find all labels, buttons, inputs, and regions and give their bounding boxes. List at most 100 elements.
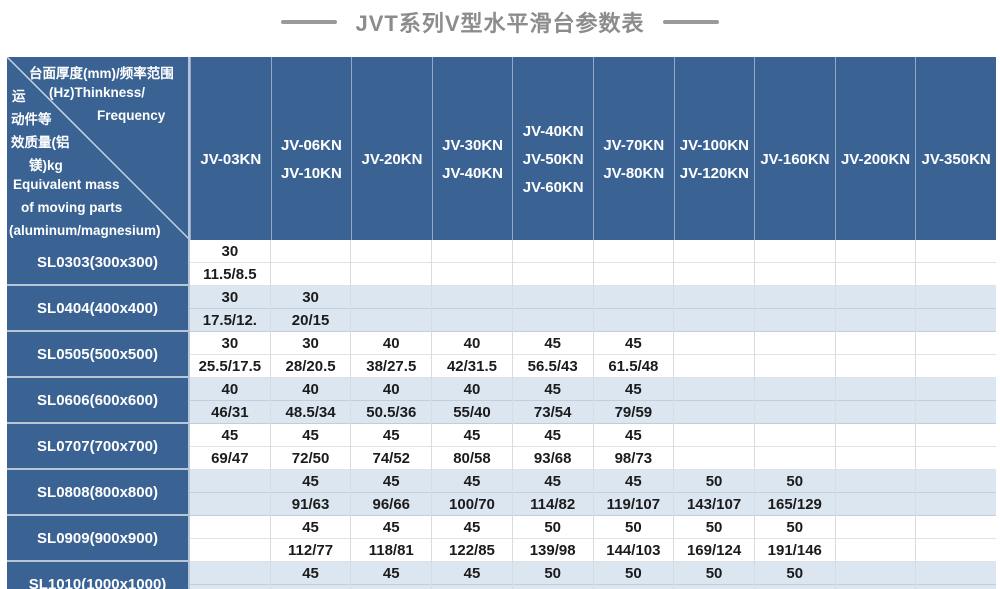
- data-cell: 45 112/77: [270, 516, 352, 562]
- data-cell: 45 98/73: [593, 424, 675, 470]
- column-label: JV-10KN: [280, 164, 342, 182]
- thickness-value: [674, 378, 754, 401]
- table-row: SL0303(300x300) 30 11.5/8.5: [7, 240, 997, 286]
- data-cell: 45 122/85: [432, 516, 513, 562]
- data-cell: [916, 332, 997, 378]
- data-cell: [593, 240, 675, 286]
- column-label: JV-80KN: [603, 164, 665, 182]
- data-cell: [916, 378, 997, 424]
- thickness-value: 50: [674, 516, 754, 539]
- frequency-value: 73/54: [512, 401, 593, 424]
- data-cell: [190, 470, 271, 516]
- column-label: JV-40KN: [442, 164, 504, 182]
- parameter-table: 台面厚度(mm)/频率范围 运 (Hz)Thinkness/ 动件等 Frequ…: [7, 57, 997, 589]
- frequency-value: 169/124: [674, 539, 754, 562]
- column-label: JV-06KN: [280, 136, 342, 154]
- data-cell: 50 165/129: [754, 470, 836, 516]
- data-cell: [835, 240, 917, 286]
- data-cell: [270, 240, 352, 286]
- frequency-value: [835, 539, 916, 562]
- data-cell: 30 20/15: [270, 286, 352, 332]
- frequency-value: 50.5/36: [351, 401, 432, 424]
- column-header: JV-100KN JV-120KN: [673, 57, 755, 240]
- data-cell: 45: [432, 562, 513, 589]
- thickness-value: [916, 516, 997, 539]
- thickness-value: 45: [512, 332, 593, 355]
- frequency-value: [835, 493, 916, 516]
- thickness-value: 45: [270, 562, 351, 585]
- frequency-value: 114/82: [512, 493, 593, 516]
- frequency-value: 112/77: [270, 539, 351, 562]
- thickness-value: [754, 378, 835, 401]
- column-label: JV-120KN: [679, 164, 749, 182]
- row-label: SL0303(300x300): [7, 240, 190, 286]
- table-row: SL0808(800x800) 45 91/63 45 96/66 45 100/70 45 1…: [7, 470, 997, 516]
- thickness-value: 45: [432, 470, 512, 493]
- data-cell: 40 48.5/34: [270, 378, 352, 424]
- data-cell: 30 17.5/12.: [190, 286, 271, 332]
- thickness-value: [754, 286, 835, 309]
- title-dash-left: [281, 20, 338, 24]
- frequency-value: [594, 585, 674, 589]
- corner-line: 镁)kg: [29, 158, 63, 173]
- frequency-value: [836, 585, 916, 589]
- row-label: SL0909(900x900): [7, 516, 190, 562]
- data-cell: [190, 516, 271, 562]
- table-corner-cell: 台面厚度(mm)/频率范围 运 (Hz)Thinkness/ 动件等 Frequ…: [7, 57, 190, 240]
- data-cell: 45: [351, 562, 433, 589]
- corner-line: (Hz)Thinkness/: [49, 85, 146, 100]
- thickness-value: [432, 240, 512, 263]
- thickness-value: [512, 240, 593, 263]
- frequency-value: [190, 585, 270, 589]
- thickness-value: 40: [270, 378, 351, 401]
- column-header: JV-40KN JV-50KN JV-60KN: [512, 57, 593, 240]
- corner-line: Equivalent mass: [13, 177, 120, 192]
- frequency-value: 28/20.5: [270, 355, 351, 378]
- thickness-value: [351, 240, 432, 263]
- thickness-value: 45: [351, 424, 432, 447]
- thickness-value: [593, 286, 674, 309]
- corner-line: 效质量(铝: [11, 135, 70, 150]
- thickness-value: 45: [593, 470, 674, 493]
- table-body: SL0303(300x300) 30 11.5/8.5 SL0404(400x400)…: [7, 240, 997, 589]
- data-cell: 45 79/59: [593, 378, 675, 424]
- thickness-value: [835, 332, 916, 355]
- frequency-value: [674, 447, 754, 470]
- frequency-value: [754, 447, 835, 470]
- thickness-value: 45: [351, 516, 432, 539]
- frequency-value: 72/50: [270, 447, 351, 470]
- thickness-value: 50: [674, 562, 754, 585]
- frequency-value: [754, 355, 835, 378]
- column-label: JV-20KN: [361, 150, 423, 168]
- thickness-value: 30: [190, 286, 270, 309]
- thickness-value: 50: [512, 562, 593, 585]
- frequency-value: [835, 447, 916, 470]
- thickness-value: 45: [270, 424, 351, 447]
- column-label: JV-30KN: [442, 136, 504, 154]
- corner-line: 台面厚度(mm)/频率范围: [29, 66, 174, 81]
- data-cell: 45: [270, 562, 352, 589]
- frequency-value: 91/63: [270, 493, 351, 516]
- column-header: JV-06KN JV-10KN: [270, 57, 352, 240]
- data-cell: [674, 378, 755, 424]
- thickness-value: 45: [270, 470, 351, 493]
- thickness-value: [754, 240, 835, 263]
- data-cell: 45 69/47: [190, 424, 271, 470]
- thickness-value: [432, 286, 512, 309]
- data-cell: 45 61.5/48: [593, 332, 675, 378]
- data-cell: 50: [754, 562, 836, 589]
- column-label: JV-60KN: [522, 178, 584, 196]
- corner-line: 运: [12, 89, 26, 104]
- data-cell: 45 96/66: [351, 470, 433, 516]
- table-header-row: 台面厚度(mm)/频率范围 运 (Hz)Thinkness/ 动件等 Frequ…: [7, 57, 996, 240]
- data-cell: 45 74/52: [351, 424, 433, 470]
- thickness-value: 45: [432, 516, 512, 539]
- frequency-value: 93/68: [512, 447, 593, 470]
- data-cell: 50 139/98: [512, 516, 594, 562]
- table-row: SL0707(700x700) 45 69/47 45 72/50 45 74/52 45 80…: [7, 424, 997, 470]
- frequency-value: [351, 263, 432, 286]
- table-row: SL0909(900x900) 45 112/77 45 118/81 45 122/85 5…: [7, 516, 997, 562]
- data-cell: [754, 424, 836, 470]
- data-cell: [754, 378, 836, 424]
- frequency-value: [351, 309, 432, 332]
